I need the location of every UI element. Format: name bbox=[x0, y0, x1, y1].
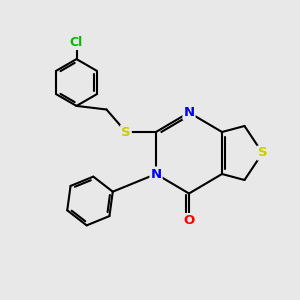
Text: N: N bbox=[150, 167, 162, 181]
Text: N: N bbox=[183, 106, 195, 119]
Text: O: O bbox=[183, 214, 195, 227]
Text: S: S bbox=[121, 125, 131, 139]
Text: S: S bbox=[258, 146, 267, 160]
Text: Cl: Cl bbox=[70, 36, 83, 49]
